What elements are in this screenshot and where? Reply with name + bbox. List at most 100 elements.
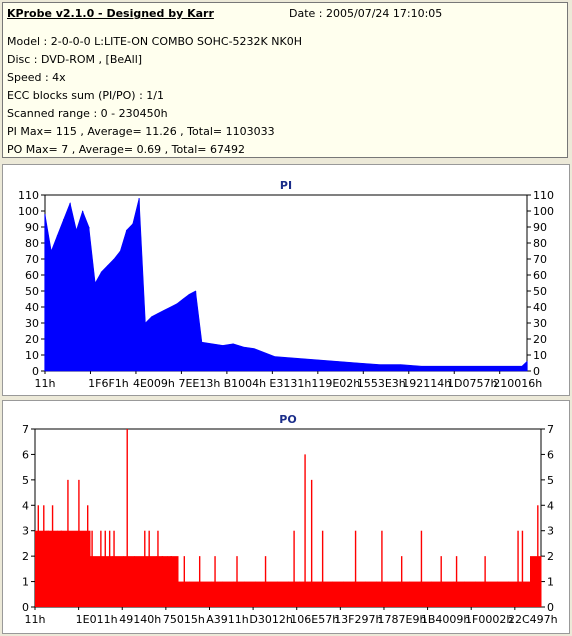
speed-line: Speed : 4x bbox=[7, 71, 66, 84]
pi-ytick-right-label: 30 bbox=[533, 317, 547, 330]
po-ytick-left-label: 2 bbox=[22, 550, 29, 563]
pi-ytick-left-label: 20 bbox=[25, 333, 39, 346]
pi-xtick-label: E3131h bbox=[269, 377, 311, 390]
po-baseline-bar bbox=[387, 581, 399, 607]
po-baseline-bar bbox=[420, 581, 432, 607]
pi-ytick-left-label: 60 bbox=[25, 269, 39, 282]
pi-ytick-left-label: 70 bbox=[25, 253, 39, 266]
po-baseline-bar bbox=[90, 556, 102, 607]
po-xtick-label: 11h bbox=[25, 613, 46, 626]
po-baseline-bar bbox=[211, 581, 223, 607]
pi-xtick-label: 192114h bbox=[402, 377, 451, 390]
po-ytick-right-label: 2 bbox=[547, 550, 554, 563]
po-baseline-bar bbox=[266, 581, 278, 607]
pi-ytick-right-label: 110 bbox=[533, 189, 554, 202]
po-baseline-bar bbox=[189, 581, 201, 607]
po-xtick-label: 1E011h bbox=[76, 613, 118, 626]
po-ytick-left-label: 3 bbox=[22, 525, 29, 538]
info-panel: KProbe v2.1.0 - Designed by Karr Date : … bbox=[2, 2, 568, 158]
scan-date: Date : 2005/07/24 17:10:05 bbox=[289, 7, 443, 20]
pi-ytick-right-label: 40 bbox=[533, 301, 547, 314]
po-xtick-label: A3911h bbox=[206, 613, 249, 626]
pi-xtick-label: 11h bbox=[35, 377, 56, 390]
po-baseline-bar bbox=[35, 530, 47, 607]
pi-ytick-right-label: 90 bbox=[533, 221, 547, 234]
po-baseline-bar bbox=[475, 581, 487, 607]
pi-ytick-left-label: 80 bbox=[25, 237, 39, 250]
po-baseline-bar bbox=[354, 581, 366, 607]
pi-ytick-right-label: 0 bbox=[533, 365, 540, 378]
po-baseline-bar bbox=[508, 581, 520, 607]
pi-chart-panel: PI 0 0 10 10 20 20 30 30 40 40 50 50 60 60 70 70 80 80 90 90… bbox=[2, 164, 570, 396]
pi-ytick-right-label: 80 bbox=[533, 237, 547, 250]
po-baseline-bar bbox=[222, 581, 234, 607]
po-ytick-right-label: 4 bbox=[547, 499, 554, 512]
po-xtick-label: 1787E9h bbox=[378, 613, 427, 626]
po-ytick-right-label: 0 bbox=[547, 601, 554, 614]
po-baseline-bar bbox=[365, 581, 377, 607]
pi-xtick-label: 119E02h bbox=[311, 377, 360, 390]
ecc-line: ECC blocks sum (PI/PO) : 1/1 bbox=[7, 89, 164, 102]
pi-ytick-right-label: 70 bbox=[533, 253, 547, 266]
po-baseline-bar bbox=[46, 530, 58, 607]
po-baseline-bar bbox=[145, 556, 157, 607]
po-baseline-bar bbox=[464, 581, 476, 607]
pi-ytick-right-label: 50 bbox=[533, 285, 547, 298]
po-baseline-bar bbox=[442, 581, 454, 607]
po-chart-panel: PO 0 0 1 1 2 2 3 3 4 4 5 5 6 6 7 7 11h 1E011h 49140h 75015h A… bbox=[2, 400, 570, 634]
po-ytick-left-label: 0 bbox=[22, 601, 29, 614]
po-baseline-bar bbox=[398, 581, 410, 607]
po-stats-line: PO Max= 7 , Average= 0.69 , Total= 67492 bbox=[7, 143, 245, 156]
po-xtick-label: 49140h bbox=[119, 613, 161, 626]
po-xtick-label: 13F297h bbox=[334, 613, 382, 626]
po-baseline-bar bbox=[244, 581, 256, 607]
pi-ytick-right-label: 10 bbox=[533, 349, 547, 362]
pi-ytick-left-label: 110 bbox=[18, 189, 39, 202]
po-xtick-label: 1F0002h bbox=[465, 613, 513, 626]
pi-ytick-left-label: 90 bbox=[25, 221, 39, 234]
po-chart: PO 0 0 1 1 2 2 3 3 4 4 5 5 6 6 7 7 11h 1E011h 49140h 75015h A… bbox=[22, 413, 558, 626]
pi-xtick-label: 4E009h bbox=[133, 377, 175, 390]
po-baseline-bar bbox=[68, 530, 80, 607]
pi-series-area bbox=[44, 198, 528, 372]
po-xtick-label: 1B4009h bbox=[421, 613, 471, 626]
po-baseline-bar bbox=[255, 581, 267, 607]
po-ytick-right-label: 6 bbox=[547, 448, 554, 461]
po-baseline-bar bbox=[310, 581, 322, 607]
pi-xtick-label: B1004h bbox=[224, 377, 267, 390]
app-title: KProbe v2.1.0 - Designed by Karr bbox=[7, 7, 214, 20]
pi-chart-title: PI bbox=[280, 179, 292, 192]
po-baseline-bar bbox=[167, 556, 179, 607]
pi-xtick-label: 1F6F1h bbox=[88, 377, 129, 390]
disc-line: Disc : DVD-ROM , [BeAll] bbox=[7, 53, 143, 66]
po-baseline-bar bbox=[57, 530, 69, 607]
po-baseline-bar bbox=[519, 581, 531, 607]
po-baseline-bar bbox=[79, 530, 91, 607]
po-ytick-right-label: 1 bbox=[547, 576, 554, 589]
pi-xtick-label: 1553E3h bbox=[357, 377, 406, 390]
po-baseline-bar bbox=[233, 581, 245, 607]
po-baseline-bar bbox=[409, 581, 421, 607]
pi-xtick-label: 210016h bbox=[493, 377, 542, 390]
po-ytick-right-label: 3 bbox=[547, 525, 554, 538]
pi-ytick-left-label: 40 bbox=[25, 301, 39, 314]
pi-xtick-label: 7EE13h bbox=[178, 377, 220, 390]
pi-chart: PI 0 0 10 10 20 20 30 30 40 40 50 50 60 60 70 70 80 80 90 90… bbox=[18, 179, 554, 390]
range-line: Scanned range : 0 - 230450h bbox=[7, 107, 168, 120]
po-baseline-bar bbox=[321, 581, 333, 607]
pi-ytick-right-label: 100 bbox=[533, 205, 554, 218]
po-baseline-bar bbox=[123, 556, 135, 607]
po-baseline-bar bbox=[332, 581, 344, 607]
pi-ytick-right-label: 60 bbox=[533, 269, 547, 282]
po-ytick-left-label: 6 bbox=[22, 448, 29, 461]
po-baseline-bar bbox=[431, 581, 443, 607]
po-baseline-bar bbox=[486, 581, 498, 607]
po-baseline-bar bbox=[277, 581, 289, 607]
po-baseline-bar bbox=[343, 581, 355, 607]
po-baseline-bar bbox=[497, 581, 509, 607]
po-xtick-label: 22C497h bbox=[508, 613, 558, 626]
po-xtick-label: 106E57h bbox=[290, 613, 339, 626]
po-chart-title: PO bbox=[279, 413, 296, 426]
pi-xtick-label: 1D0757h bbox=[447, 377, 497, 390]
po-ytick-right-label: 7 bbox=[547, 423, 554, 436]
